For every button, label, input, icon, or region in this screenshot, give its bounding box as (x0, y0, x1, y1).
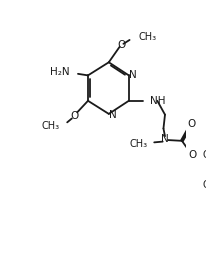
Text: O: O (70, 111, 78, 121)
Text: O: O (188, 150, 196, 160)
Text: N: N (108, 110, 116, 120)
Text: CH₃: CH₃ (201, 150, 206, 160)
Text: O: O (116, 40, 125, 50)
Text: O: O (186, 119, 194, 129)
Text: NH: NH (149, 96, 164, 106)
Text: CH₃: CH₃ (137, 32, 155, 42)
Text: H₂N: H₂N (50, 67, 69, 77)
Text: N: N (160, 134, 168, 144)
Text: N: N (128, 70, 136, 80)
Text: CH₃: CH₃ (201, 180, 206, 190)
Text: CH₃: CH₃ (129, 139, 147, 149)
Text: CH₃: CH₃ (41, 121, 59, 131)
